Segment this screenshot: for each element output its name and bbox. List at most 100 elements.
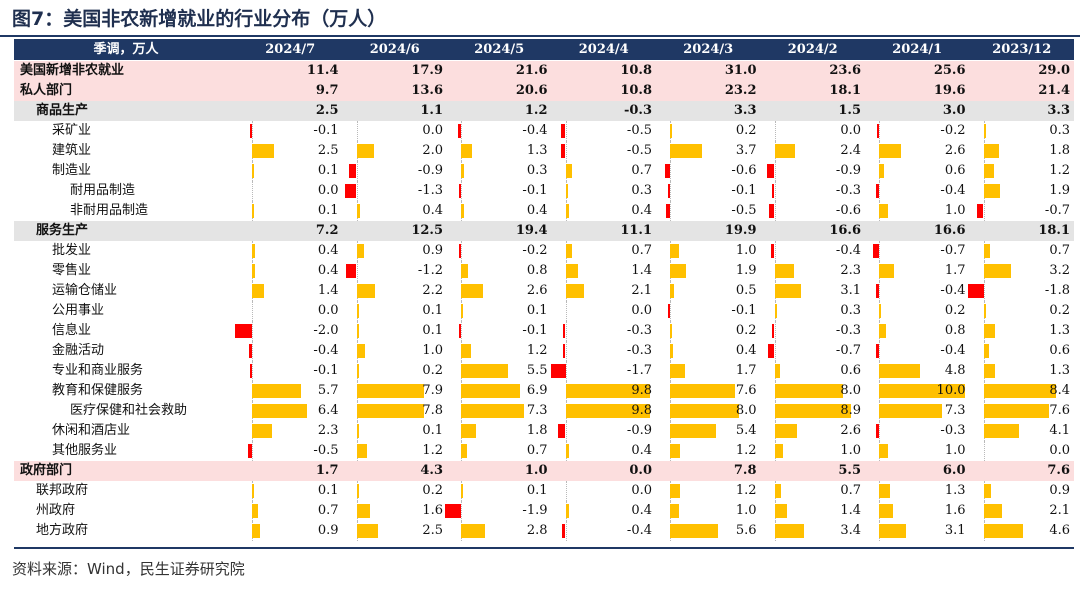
zero-axis — [461, 121, 462, 141]
positive-bar — [461, 284, 484, 298]
value-cell: 0.7 — [447, 441, 552, 461]
value-cell: 0.8 — [447, 261, 552, 281]
value-cell: 1.3 — [865, 481, 970, 501]
negative-bar — [459, 244, 461, 258]
cell-value: -1.9 — [522, 503, 548, 518]
value-cell: -0.3 — [865, 421, 970, 441]
cell-value: -0.4 — [522, 123, 548, 138]
positive-bar — [565, 204, 569, 218]
row-label: 制造业 — [52, 163, 92, 178]
value-cell: -0.1 — [238, 121, 343, 141]
value-cell: 0.0 — [343, 121, 448, 141]
positive-bar — [774, 504, 787, 518]
zero-axis — [983, 201, 985, 221]
value-cell: 2.3 — [761, 261, 866, 281]
value-cell: 10.0 — [865, 381, 970, 401]
table-row: 金融活动 -0.4 1.0 1.2 -0.3 0.4 -0.7 -0.4 0.6 — [14, 341, 1074, 361]
positive-bar — [565, 264, 578, 278]
value-cell: -0.2 — [865, 121, 970, 141]
negative-bar — [444, 504, 461, 518]
positive-bar — [983, 244, 990, 258]
value-cell: -0.4 — [865, 181, 970, 201]
negative-bar — [562, 524, 566, 538]
cell-value: 0.2 — [944, 303, 966, 318]
cell-value: 1.0 — [944, 443, 966, 458]
value-cell: 9.8 — [552, 381, 657, 401]
value-cell: 1.0 — [761, 441, 866, 461]
negative-bar — [664, 164, 670, 178]
cell-value: 18.1 — [1038, 223, 1070, 238]
cell-value: 0.7 — [631, 243, 652, 258]
value-cell: 19.9 — [656, 221, 761, 241]
value-cell: 1.6 — [865, 501, 970, 521]
table-row: 私人部门 9.7 13.6 20.6 10.8 23.2 18.1 19.6 21.4 — [14, 81, 1074, 101]
cell-value: 2.3 — [840, 263, 861, 278]
negative-bar — [247, 444, 252, 458]
cell-value: -1.2 — [417, 263, 443, 278]
value-cell: -0.3 — [761, 181, 866, 201]
value-cell: 0.7 — [552, 241, 657, 261]
positive-bar — [356, 364, 359, 378]
cell-value: 1.6 — [422, 503, 443, 518]
value-cell: 25.6 — [865, 61, 970, 81]
cell-value: -0.2 — [940, 123, 966, 138]
negative-bar — [875, 284, 879, 298]
positive-bar — [879, 324, 886, 338]
zero-axis — [670, 181, 671, 201]
negative-bar — [561, 124, 566, 138]
value-cell: 1.2 — [343, 441, 448, 461]
positive-bar — [670, 384, 736, 398]
value-cell: 21.4 — [970, 81, 1075, 101]
cell-value: 0.6 — [944, 163, 966, 178]
cell-value: 7.6 — [1049, 403, 1070, 418]
row-label: 耐用品制造 — [70, 183, 136, 198]
positive-bar — [670, 444, 681, 458]
positive-bar — [565, 504, 569, 518]
positive-bar — [670, 144, 702, 158]
value-cell: 8.0 — [656, 401, 761, 421]
value-cell: 0.1 — [343, 301, 448, 321]
value-cell: 7.8 — [343, 401, 448, 421]
cell-value: 2.1 — [631, 283, 652, 298]
value-cell: 7.6 — [970, 401, 1075, 421]
value-cell: 1.3 — [447, 141, 552, 161]
cell-value: 5.7 — [317, 383, 339, 398]
value-cell: 7.3 — [447, 401, 552, 421]
table-row: 信息业 -2.0 0.1 -0.1 -0.3 0.2 -0.3 0.8 1.3 — [14, 321, 1074, 341]
value-cell: 1.0 — [865, 201, 970, 221]
zero-axis — [983, 281, 985, 301]
title-underline — [0, 35, 1080, 37]
value-cell: 0.5 — [656, 281, 761, 301]
negative-bar — [771, 324, 775, 338]
table-row: 美国新增非农就业 11.4 17.9 21.6 10.8 31.0 23.6 25.6 29.0 — [14, 61, 1074, 81]
positive-bar — [252, 484, 254, 498]
header-col-5: 2024/2 — [787, 42, 838, 57]
value-cell: 0.9 — [343, 241, 448, 261]
cell-value: 20.6 — [515, 83, 548, 98]
value-cell: 0.2 — [656, 321, 761, 341]
row-label: 公用事业 — [52, 303, 105, 318]
value-cell: 5.5 — [761, 461, 866, 481]
table-row: 耐用品制造 0.0 -1.3 -0.1 0.3 -0.1 -0.3 -0.4 1.9 — [14, 181, 1074, 201]
zero-axis — [774, 321, 776, 341]
cell-value: 1.0 — [944, 203, 966, 218]
positive-bar — [879, 404, 942, 418]
zero-axis — [774, 121, 776, 141]
cell-value: 1.2 — [1049, 163, 1070, 178]
zero-axis — [774, 241, 776, 261]
value-cell: -1.3 — [343, 181, 448, 201]
cell-value: 4.1 — [1049, 423, 1070, 438]
cell-value: 5.5 — [526, 363, 548, 378]
value-cell: 0.2 — [343, 361, 448, 381]
value-cell: 10.8 — [552, 61, 657, 81]
positive-bar — [356, 144, 374, 158]
positive-bar — [252, 504, 259, 518]
zero-axis — [252, 441, 253, 461]
value-cell: 3.1 — [865, 521, 970, 541]
negative-bar — [459, 184, 461, 198]
value-cell: 0.1 — [238, 201, 343, 221]
positive-bar — [983, 424, 1019, 438]
cell-value: 8.0 — [840, 383, 861, 398]
value-cell: 5.7 — [238, 381, 343, 401]
negative-bar — [346, 264, 357, 278]
